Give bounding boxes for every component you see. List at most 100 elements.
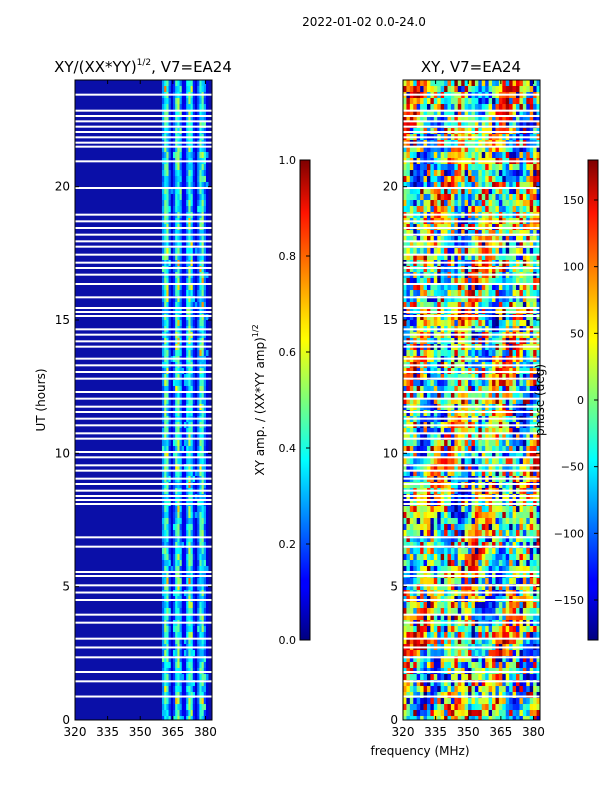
right-heatmap-cell bbox=[485, 182, 489, 189]
right-heatmap-cell bbox=[481, 116, 486, 123]
right-heatmap-cell bbox=[447, 566, 452, 573]
right-heatmap-cell bbox=[450, 518, 455, 525]
left-heatmap-cell bbox=[172, 248, 176, 255]
right-heatmap-cell bbox=[416, 554, 421, 561]
left-heatmap-cell bbox=[201, 440, 205, 447]
right-heatmap-cell bbox=[420, 98, 424, 105]
left-heatmap-cell bbox=[161, 206, 165, 213]
right-heatmap-cell bbox=[437, 578, 441, 585]
right-heatmap-cell bbox=[464, 380, 469, 387]
left-heatmap-cell bbox=[190, 614, 194, 621]
right-heatmap-cell bbox=[450, 440, 455, 447]
left-heatmap-cell bbox=[161, 434, 165, 441]
left-heatmap-cell bbox=[164, 626, 167, 633]
right-heatmap-cell bbox=[403, 230, 407, 237]
left-heatmap-cell bbox=[190, 584, 194, 591]
left-heatmap-cell bbox=[205, 704, 209, 711]
right-heatmap-cell bbox=[423, 452, 428, 459]
left-heatmap-cell bbox=[186, 290, 189, 297]
right-heatmap-cell bbox=[481, 704, 486, 711]
left-heatmap-cell bbox=[161, 182, 165, 189]
right-heatmap-cell bbox=[433, 398, 438, 405]
right-heatmap-cell bbox=[478, 464, 483, 471]
right-heatmap-cell bbox=[433, 566, 438, 573]
left-heatmap-cell bbox=[161, 350, 165, 357]
right-heatmap-cell bbox=[478, 278, 483, 285]
left-heatmap-cell bbox=[166, 146, 169, 153]
left-heatmap-cell bbox=[161, 674, 165, 681]
left-heatmap-cell bbox=[179, 578, 183, 585]
right-heatmap-cell bbox=[409, 242, 414, 249]
left-heatmap-cell bbox=[201, 350, 205, 357]
left-heatmap-cell bbox=[175, 554, 178, 561]
left-heatmap-cell bbox=[166, 428, 169, 435]
left-heatmap-cell bbox=[201, 704, 205, 711]
right-heatmap-cell bbox=[406, 152, 411, 159]
left-heatmap-cell bbox=[181, 470, 185, 477]
left-heatmap-cell bbox=[186, 374, 189, 381]
right-heatmap-cell bbox=[406, 350, 411, 357]
right-heatmap-cell bbox=[409, 458, 414, 465]
right-heatmap-cell bbox=[485, 398, 489, 405]
right-heatmap-cell bbox=[440, 98, 445, 105]
right-heatmap-cell bbox=[468, 716, 472, 720]
right-heatmap-cell bbox=[406, 626, 411, 633]
left-heatmap-cell bbox=[168, 638, 172, 645]
right-heatmap-cell bbox=[420, 710, 424, 717]
left-heatmap-cell bbox=[170, 512, 174, 519]
right-heatmap-cell bbox=[440, 542, 445, 549]
right-heatmap-cell bbox=[474, 410, 479, 417]
right-heatmap-cell bbox=[440, 350, 445, 357]
left-heatmap-cell bbox=[161, 530, 165, 537]
right-heatmap-cell bbox=[403, 464, 407, 471]
left-heatmap-cell bbox=[172, 506, 176, 513]
right-heatmap-cell bbox=[433, 584, 438, 591]
right-heatmap-cell bbox=[464, 230, 469, 237]
left-heatmap-cell bbox=[175, 662, 178, 669]
right-heatmap-cell bbox=[478, 374, 483, 381]
flag-gap-line bbox=[75, 160, 212, 163]
left-heatmap-cell bbox=[164, 698, 167, 705]
right-heatmap-cell bbox=[433, 608, 438, 615]
left-heatmap-cell bbox=[203, 254, 207, 261]
right-heatmap-cell bbox=[423, 602, 428, 609]
left-heatmap-cell bbox=[186, 626, 189, 633]
left-heatmap-cell bbox=[161, 230, 165, 237]
left-heatmap-cell bbox=[203, 152, 207, 159]
left-heatmap-cell bbox=[192, 614, 196, 621]
left-heatmap-cell bbox=[186, 716, 189, 720]
right-heatmap-cell bbox=[416, 386, 421, 393]
right-heatmap-cell bbox=[457, 80, 462, 87]
left-heatmap-cell bbox=[179, 122, 183, 129]
left-heatmap-cell bbox=[179, 446, 183, 453]
left-heatmap-cell bbox=[170, 632, 174, 639]
left-heatmap-cell bbox=[194, 704, 198, 711]
right-heatmap-cell bbox=[409, 626, 414, 633]
left-heatmap-cell bbox=[194, 560, 198, 567]
right-heatmap-cell bbox=[450, 146, 455, 153]
right-heatmap-cell bbox=[471, 242, 476, 249]
left-heatmap-cell bbox=[203, 194, 207, 201]
right-heatmap-cell bbox=[416, 314, 421, 321]
right-heatmap-cell bbox=[444, 110, 448, 117]
right-heatmap-cell bbox=[450, 200, 455, 207]
left-heatmap-cell bbox=[192, 710, 196, 717]
right-heatmap-cell bbox=[430, 200, 435, 207]
left-heatmap-cell bbox=[175, 314, 178, 321]
left-heatmap-cell bbox=[203, 512, 207, 519]
left-heatmap-cell bbox=[205, 692, 209, 699]
right-heatmap-cell bbox=[420, 110, 424, 117]
right-heatmap-cell bbox=[485, 632, 489, 639]
left-heatmap-cell bbox=[168, 560, 172, 567]
right-heatmap-cell bbox=[450, 626, 455, 633]
right-heatmap-cell bbox=[461, 380, 465, 387]
left-heatmap-cell bbox=[164, 650, 167, 657]
left-heatmap-cell bbox=[188, 446, 191, 453]
right-heatmap-cell bbox=[474, 530, 479, 537]
left-heatmap-cell bbox=[192, 350, 196, 357]
left-heatmap-cell bbox=[199, 536, 202, 543]
right-heatmap-cell bbox=[450, 266, 455, 273]
right-heatmap-cell bbox=[406, 254, 411, 261]
right-heatmap-cell bbox=[430, 530, 435, 537]
left-heatmap-cell bbox=[190, 278, 194, 285]
